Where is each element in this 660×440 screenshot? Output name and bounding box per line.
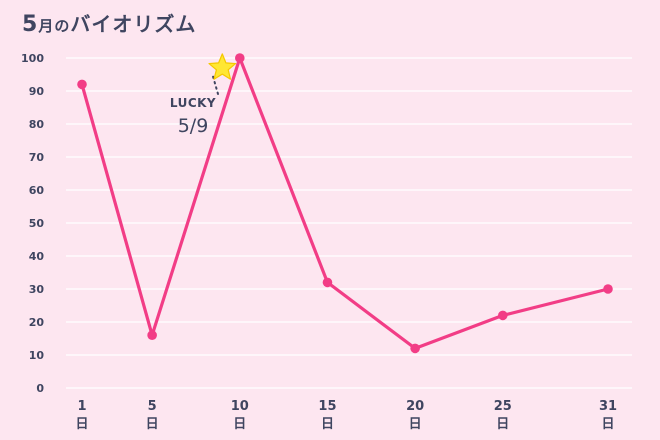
x-tick-unit: 日: [601, 417, 614, 432]
x-tick-label: 20: [406, 399, 424, 414]
y-tick-label: 80: [29, 118, 45, 131]
series-line-group: [77, 53, 613, 354]
star-icon: [208, 53, 237, 80]
data-point: [410, 343, 420, 354]
x-tick-label: 1: [77, 399, 86, 414]
x-tick-label: 15: [318, 399, 336, 414]
grid-lines: [66, 57, 632, 389]
title-main: バイオリズム: [70, 12, 197, 36]
annotation-leader: [211, 72, 219, 95]
annotation-date: 5/9: [178, 115, 209, 137]
y-tick-label: 90: [29, 85, 45, 98]
x-tick-unit: 日: [321, 417, 334, 432]
data-point: [322, 277, 333, 288]
data-point: [498, 310, 508, 321]
data-point: [603, 284, 613, 294]
y-tick-label: 20: [29, 316, 45, 329]
x-tick-unit: 日: [496, 417, 509, 432]
x-axis-ticks: 1 日 5 日 10 日 15 日 20 日 25 日 31 日: [75, 399, 617, 432]
data-point: [77, 79, 87, 90]
y-axis-ticks: 0 10 20 30 40 50 60 70 80 90 100: [21, 52, 44, 395]
data-point: [147, 330, 157, 341]
series-line: [80, 56, 610, 350]
x-tick-unit: 日: [409, 417, 422, 432]
x-tick-unit: 日: [146, 417, 159, 432]
data-point: [235, 53, 245, 63]
x-tick-unit: 日: [75, 417, 88, 432]
y-tick-label: 50: [29, 217, 45, 230]
y-tick-label: 30: [29, 283, 45, 296]
y-tick-label: 10: [29, 349, 45, 362]
y-tick-label: 0: [36, 382, 44, 395]
lucky-annotation: LUCKY 5/9: [170, 53, 237, 137]
x-tick-unit: 日: [233, 417, 246, 432]
title-month: 5: [22, 12, 39, 37]
x-tick-label: 25: [494, 399, 512, 414]
annotation-word: LUCKY: [170, 96, 216, 110]
title-month-suffix: 月の: [38, 17, 71, 35]
chart-title: 5月のバイオリズム: [22, 8, 196, 37]
x-tick-label: 10: [231, 399, 249, 414]
y-tick-label: 70: [29, 151, 45, 164]
y-tick-label: 100: [21, 52, 44, 65]
x-tick-label: 5: [148, 399, 157, 414]
y-tick-label: 60: [29, 184, 45, 197]
y-tick-label: 40: [29, 250, 45, 263]
x-tick-label: 31: [599, 399, 617, 414]
